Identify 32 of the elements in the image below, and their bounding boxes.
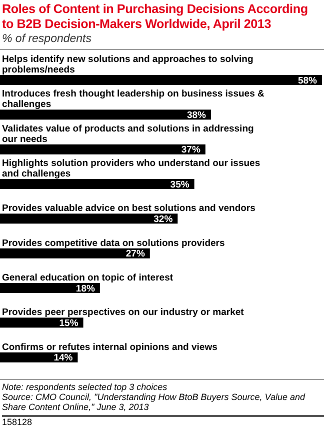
bar — [0, 214, 178, 224]
chart-subtitle: % of respondents — [2, 33, 93, 45]
y-tick-label: Provides valuable advice on best solutions and vendors — [2, 203, 256, 214]
y-tick-label: Highlights solution providers who understand our issues and challenges — [2, 158, 260, 180]
data-label: 38% — [186, 110, 207, 122]
y-tick-label: Provides competitive data on solutions providers — [2, 238, 225, 249]
y-tick-label: Helps identify new solutions and approaches to solving problems/needs — [2, 54, 254, 76]
bar — [0, 144, 206, 154]
chart-title: Roles of Content in Purchasing Decisions According to B2B Decision-Makers Worldwide, April 2013 — [2, 2, 309, 32]
data-label: 35% — [170, 179, 190, 190]
bar — [0, 110, 211, 120]
data-label: 58% — [298, 75, 318, 86]
y-tick-label: Confirms or refutes internal opinions and views — [2, 342, 218, 353]
y-tick-label: Introduces fresh thought leadership on business issues & challenges — [2, 88, 264, 110]
bar — [0, 352, 78, 362]
data-label: 32% — [154, 214, 174, 226]
bar — [0, 248, 150, 258]
bar — [0, 318, 84, 328]
y-tick-label: Provides peer perspectives on our industry or market — [2, 307, 245, 318]
text: 158128 — [2, 417, 34, 427]
y-tick-label: General education on topic of interest — [2, 272, 174, 284]
source-note: Source: CMO Council, "Understanding How BtoB Buyers Source, Value and Share Content Online," June 3, 2013 — [2, 392, 306, 412]
y-tick-label: Validates value of products and solutions in addressing our needs — [2, 123, 254, 145]
bar — [0, 283, 100, 293]
data-label: 37% — [181, 144, 201, 156]
data-label: 18% — [76, 283, 96, 294]
data-label: 15% — [59, 318, 79, 330]
text: Note: respondents selected top 3 choices — [2, 382, 168, 392]
data-label: 27% — [126, 248, 146, 260]
data-label: 14% — [54, 352, 74, 364]
bar — [0, 75, 322, 85]
bar — [0, 179, 194, 189]
